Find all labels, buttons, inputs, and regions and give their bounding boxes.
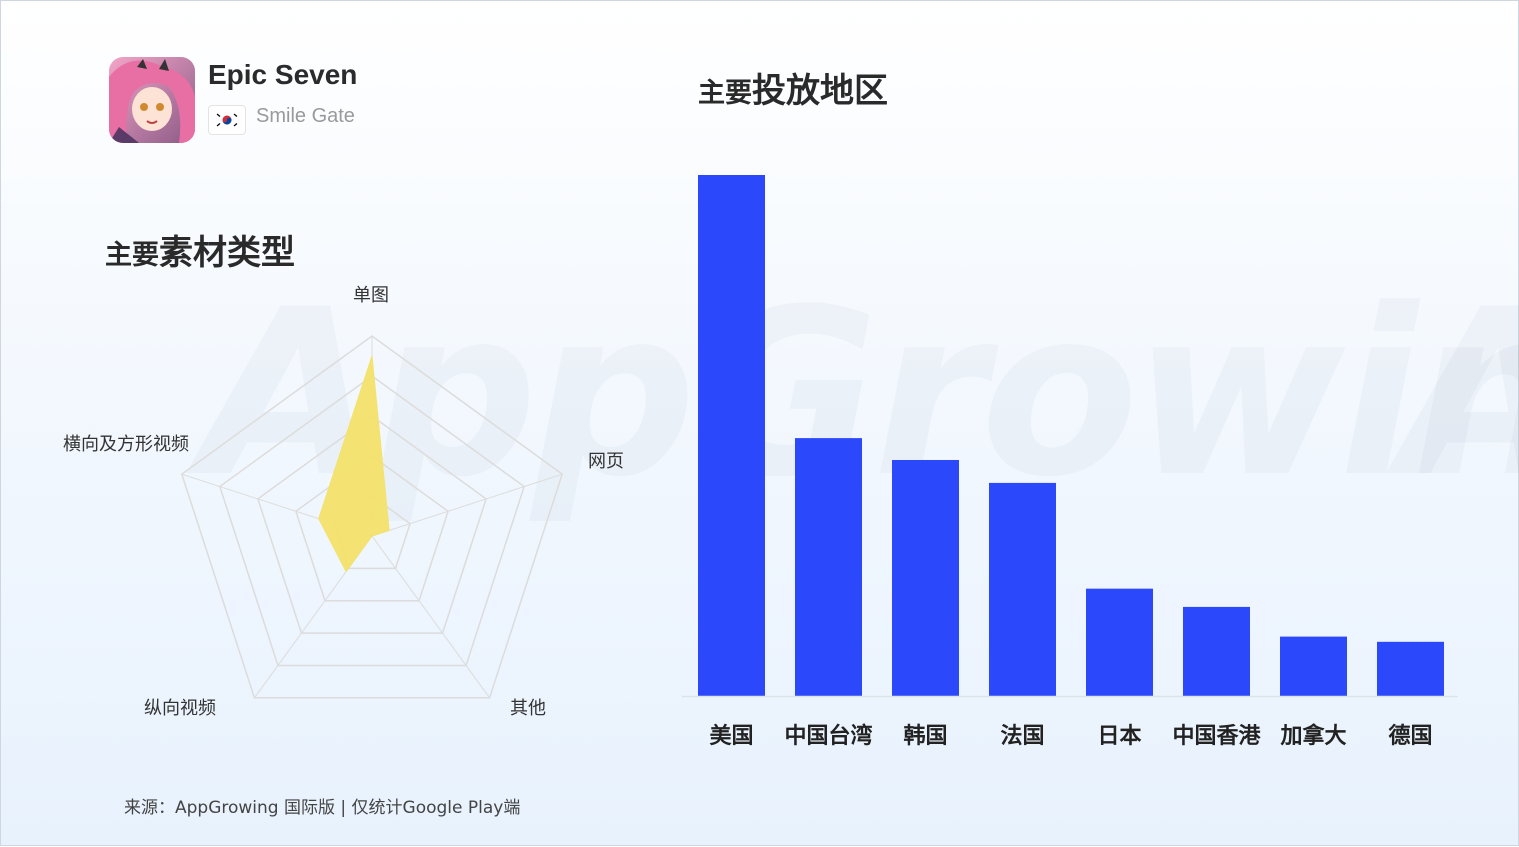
bar-category-label: 加拿大 [1279,723,1346,749]
bar [698,175,765,696]
bar [795,438,862,696]
bar [989,482,1056,696]
bar-category-label: 德国 [1388,723,1432,749]
bar-category-label: 韩国 [903,723,947,749]
south-korea-flag-icon [208,105,246,135]
radar-grid-ring [256,415,488,634]
radar-axis-label-webpage: 网页 [588,451,624,472]
radar-axis-line [371,535,490,699]
radar-grid-ring [295,455,449,602]
source-note: 来源：AppGrowing 国际版 | 仅统计Google Play端 [124,798,521,818]
bar [1086,588,1153,696]
app-icon [109,57,195,143]
radar-value-area [318,355,390,573]
bar [892,459,959,696]
radar-grid-ring [180,335,564,699]
radar-axis-label-horizontal-square-video: 横向及方形视频 [63,434,189,455]
bar [1377,641,1444,696]
bar-category-label: 法国 [1000,724,1044,749]
region-title: 主要投放地区 [698,71,888,111]
bar-category-label: 中国香港 [1172,724,1261,749]
radar-axis-label-vertical-video: 纵向视频 [144,698,216,719]
radar-axis-label-single-image: 单图 [353,285,389,306]
bar-category-label: 日本 [1097,724,1141,749]
app-name: Epic Seven [208,59,358,90]
bar-category-label: 中国台湾 [784,723,872,749]
radar-grid-ring [218,375,526,667]
publisher-name: Smile Gate [256,105,355,127]
bar [1183,606,1250,696]
bar-category-label: 美国 [709,723,753,749]
radar-axis-line [371,473,563,537]
radar-axis-label-other: 其他 [510,698,546,719]
bar [1280,636,1347,696]
material-type-title: 主要素材类型 [105,233,295,273]
